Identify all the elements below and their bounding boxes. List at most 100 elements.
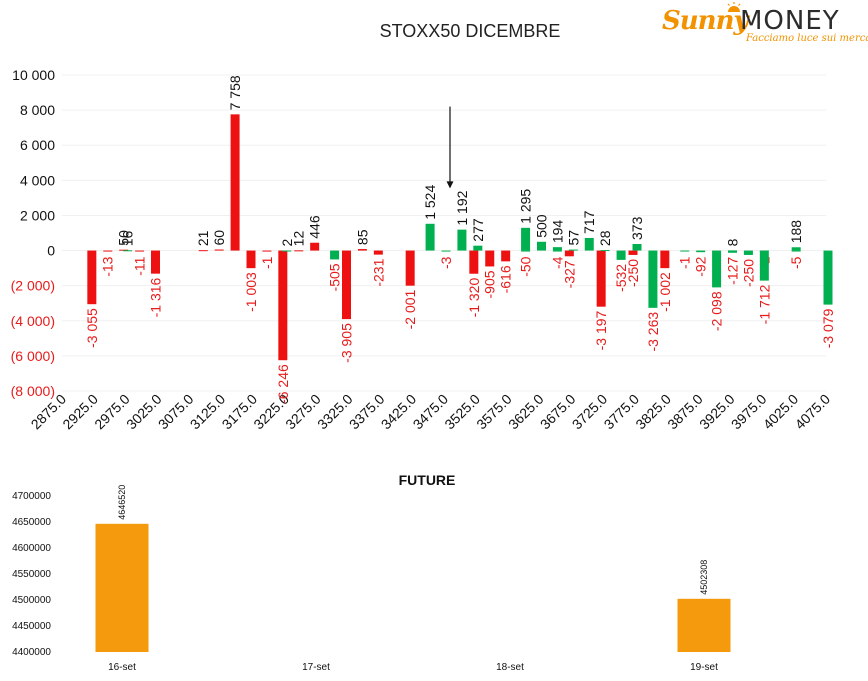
data-label: 21 [195, 230, 211, 246]
sun-icon [727, 2, 741, 12]
sunny-money-logo: Sunny MONEY Facciamo luce sui mercati [662, 2, 868, 46]
data-label: -250 [625, 259, 641, 287]
data-label: -3 263 [645, 312, 661, 352]
x-tick-label: 3475.0 [410, 391, 452, 433]
bar [282, 250, 292, 252]
data-label: 8 [725, 238, 741, 246]
bar [294, 250, 304, 252]
bar [564, 250, 574, 257]
x-tick-label: 3575.0 [473, 391, 515, 433]
data-label: 1 192 [454, 190, 470, 225]
bar [632, 244, 642, 251]
data-label: 16 [120, 230, 136, 246]
data-label: 57 [565, 230, 581, 246]
x-tick-label: 2975.0 [91, 391, 133, 433]
data-label: -4 [549, 256, 565, 269]
logo-tagline: Facciamo luce sui mercati [746, 33, 868, 44]
x-tick-label: 3625.0 [505, 391, 547, 433]
annotation-arrow-head [446, 181, 454, 189]
bar [425, 223, 435, 251]
stoxx50-options-chart: STOXX50 DICEMBRE 10 000 8 000 6 000 4 000 2 0… [11, 21, 836, 433]
data-label: -1 [677, 256, 693, 269]
logo-brand-money: MONEY [740, 6, 840, 36]
future-x-tick-label: 17-set [302, 662, 330, 673]
data-label: 277 [470, 218, 486, 242]
bar [552, 247, 562, 251]
x-tick-label: 3125.0 [187, 391, 229, 433]
bar [743, 250, 753, 255]
future-chart: FUTURE 4700000 4650000 4600000 4550000 450000… [12, 472, 731, 673]
data-label: -1 320 [466, 278, 482, 318]
data-label: -1 712 [756, 284, 772, 324]
data-label: -3 079 [820, 308, 836, 348]
data-label: 446 [307, 215, 323, 239]
data-label: -616 [498, 265, 514, 293]
data-label: 194 [549, 220, 565, 244]
data-label: -5 [788, 256, 804, 269]
bar [373, 250, 383, 255]
bar [310, 242, 320, 251]
bar [485, 250, 495, 267]
logo-brand-sunny: Sunny [662, 6, 749, 36]
data-label: 188 [788, 220, 804, 244]
future-x-tick-label: 19-set [690, 662, 718, 673]
data-label: -1 [259, 256, 275, 269]
y-tick-label: (6 000) [11, 348, 55, 364]
data-label: -905 [482, 270, 498, 298]
bar [712, 250, 722, 288]
data-label: -1 003 [243, 272, 259, 312]
bar [103, 250, 113, 252]
bar [568, 249, 578, 251]
future-y-tick-label: 4450000 [12, 621, 51, 632]
data-label: 85 [354, 229, 370, 245]
future-y-tick-label: 4550000 [12, 569, 51, 580]
bar [469, 250, 479, 274]
bar [616, 250, 626, 260]
future-bar [95, 523, 149, 652]
x-tick-label: 3725.0 [569, 391, 611, 433]
data-label: -11 [132, 256, 148, 275]
data-label: 50 [116, 230, 132, 246]
bar [342, 250, 351, 320]
data-label: -1 002 [657, 272, 673, 312]
bar [230, 114, 240, 251]
data-label: -250 [740, 259, 756, 287]
bar [521, 227, 531, 251]
future-y-tick-label: 4650000 [12, 517, 51, 528]
future-y-tick-label: 4700000 [12, 491, 51, 502]
future-bar [677, 598, 731, 652]
bar [628, 250, 638, 255]
y-tick-label: 2 000 [20, 207, 55, 223]
data-label: 1 295 [518, 189, 534, 224]
bar [441, 250, 451, 252]
bar [262, 250, 272, 252]
y-tick-label: 8 000 [20, 102, 55, 118]
bar [151, 250, 160, 274]
data-label: -505 [327, 263, 343, 291]
data-label: -2 001 [402, 289, 418, 329]
x-tick-label: 3425.0 [378, 391, 420, 433]
bar [596, 250, 606, 307]
chart-title: STOXX50 DICEMBRE [380, 21, 561, 41]
bar [759, 250, 769, 281]
data-label: -3 905 [339, 323, 355, 363]
data-label: 7 758 [227, 75, 243, 110]
future-x-tick-label: 18-set [496, 662, 524, 673]
bar [87, 250, 97, 305]
x-tick-label: 3775.0 [601, 391, 643, 433]
y-tick-label: 10 000 [12, 67, 55, 83]
bar [405, 250, 415, 286]
data-label: -6 246 [275, 364, 291, 404]
data-label: -2 098 [709, 291, 725, 331]
bar [823, 250, 833, 305]
bar [552, 250, 562, 252]
bar [791, 250, 801, 252]
bar [214, 249, 224, 251]
bar [501, 250, 511, 262]
data-label: -50 [518, 256, 534, 276]
data-label: 60 [211, 230, 227, 246]
x-tick-label: 3175.0 [219, 391, 261, 433]
bar [473, 245, 483, 251]
x-tick-label: 4025.0 [760, 391, 802, 433]
bar [791, 247, 801, 251]
